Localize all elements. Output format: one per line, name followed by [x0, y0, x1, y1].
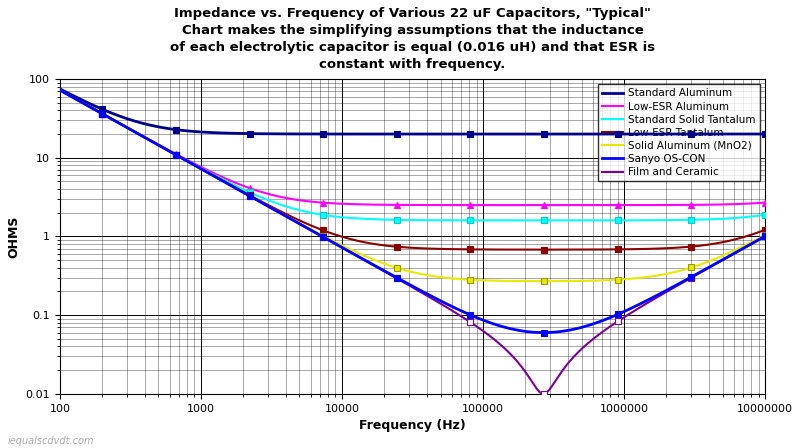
Film and Ceramic [356, 255, 366, 261]
Low-ESR Aluminum [760, 200, 770, 205]
Film and Ceramic [135, 132, 145, 138]
Sanyo OS-CON [746, 241, 756, 246]
Legend: Standard Aluminum, Low-ESR Aluminum, Standard Solid Tantalum, Low-ESR Tantalum, : Standard Aluminum, Low-ESR Aluminum, Sta… [598, 84, 760, 181]
Low-ESR Tantalum [746, 232, 756, 237]
Standard Aluminum [135, 120, 145, 125]
Standard Solid Tantalum [55, 87, 65, 93]
Sanyo OS-CON [135, 132, 145, 138]
Low-ESR Tantalum [670, 245, 680, 250]
Standard Aluminum [746, 131, 756, 137]
Sanyo OS-CON [178, 155, 187, 161]
Line: Low-ESR Aluminum: Low-ESR Aluminum [60, 90, 765, 205]
Solid Aluminum (MnO2) [356, 251, 366, 257]
Low-ESR Aluminum [746, 201, 756, 206]
Low-ESR Tantalum [178, 155, 187, 161]
Film and Ceramic [326, 238, 335, 244]
Low-ESR Tantalum [760, 227, 770, 233]
Standard Solid Tantalum [326, 213, 335, 219]
Low-ESR Tantalum [356, 239, 366, 244]
Solid Aluminum (MnO2) [670, 269, 680, 275]
Film and Ceramic [178, 155, 187, 161]
Sanyo OS-CON [670, 283, 680, 288]
Low-ESR Aluminum [538, 202, 548, 208]
Title: Impedance vs. Frequency of Various 22 uF Capacitors, "Typical"
Chart makes the s: Impedance vs. Frequency of Various 22 uF… [170, 7, 655, 71]
Solid Aluminum (MnO2) [746, 239, 756, 245]
Low-ESR Tantalum [55, 87, 65, 93]
Standard Solid Tantalum [356, 216, 366, 221]
Line: Film and Ceramic: Film and Ceramic [60, 90, 765, 394]
Line: Sanyo OS-CON: Sanyo OS-CON [60, 90, 765, 332]
Standard Aluminum [326, 131, 335, 137]
Sanyo OS-CON [55, 87, 65, 93]
Low-ESR Tantalum [538, 247, 548, 252]
Low-ESR Aluminum [670, 202, 680, 208]
Standard Aluminum [538, 131, 548, 137]
Solid Aluminum (MnO2) [326, 237, 335, 242]
Film and Ceramic [670, 284, 680, 289]
Line: Standard Aluminum: Standard Aluminum [60, 89, 765, 134]
Standard Solid Tantalum [178, 155, 187, 160]
Sanyo OS-CON [538, 330, 548, 335]
Y-axis label: OHMS: OHMS [7, 215, 20, 258]
Solid Aluminum (MnO2) [538, 279, 548, 284]
Sanyo OS-CON [356, 255, 366, 261]
Low-ESR Aluminum [135, 132, 145, 138]
Standard Solid Tantalum [760, 212, 770, 217]
Standard Aluminum [55, 86, 65, 91]
Low-ESR Tantalum [135, 132, 145, 138]
Line: Standard Solid Tantalum: Standard Solid Tantalum [60, 90, 765, 220]
Solid Aluminum (MnO2) [760, 233, 770, 238]
Line: Low-ESR Tantalum: Low-ESR Tantalum [60, 90, 765, 250]
Low-ESR Aluminum [55, 87, 65, 93]
Solid Aluminum (MnO2) [178, 155, 187, 161]
Film and Ceramic [746, 241, 756, 246]
Standard Aluminum [760, 131, 770, 137]
Standard Solid Tantalum [746, 214, 756, 219]
Film and Ceramic [55, 87, 65, 93]
Solid Aluminum (MnO2) [55, 87, 65, 93]
Standard Solid Tantalum [135, 132, 145, 138]
Text: iequalscdvdt.com: iequalscdvdt.com [8, 435, 94, 445]
X-axis label: Frequency (Hz): Frequency (Hz) [359, 419, 466, 432]
Standard Aluminum [178, 128, 187, 133]
Standard Aluminum [356, 131, 366, 137]
Standard Solid Tantalum [670, 217, 680, 223]
Standard Aluminum [670, 131, 680, 137]
Standard Solid Tantalum [538, 218, 548, 223]
Low-ESR Aluminum [356, 202, 366, 207]
Film and Ceramic [538, 391, 548, 396]
Low-ESR Tantalum [326, 230, 335, 236]
Sanyo OS-CON [760, 233, 770, 239]
Low-ESR Aluminum [178, 155, 187, 160]
Film and Ceramic [760, 233, 770, 239]
Line: Solid Aluminum (MnO2): Solid Aluminum (MnO2) [60, 90, 765, 281]
Sanyo OS-CON [326, 238, 335, 244]
Solid Aluminum (MnO2) [135, 132, 145, 138]
Low-ESR Aluminum [326, 200, 335, 206]
